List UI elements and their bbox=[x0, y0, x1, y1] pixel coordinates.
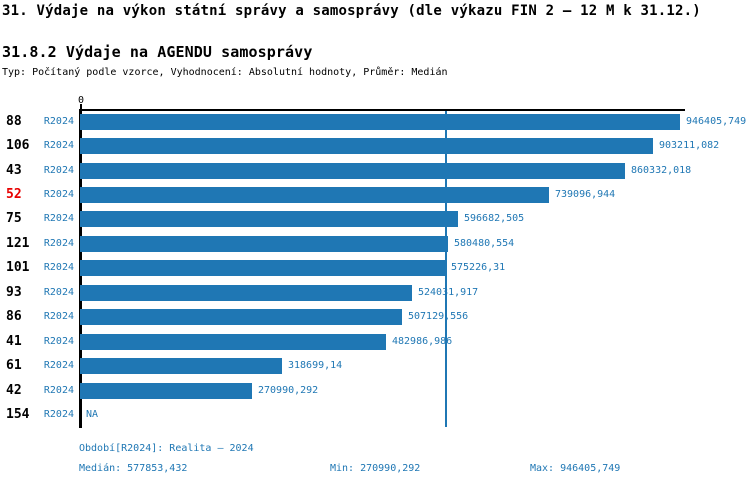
chart-row: 61 R2024 318699,14 bbox=[0, 358, 750, 374]
row-id-label: 154 bbox=[6, 407, 30, 422]
bar-value-label: 580480,554 bbox=[454, 238, 515, 249]
chart-row: 75 R2024 596682,505 bbox=[0, 211, 750, 227]
row-period-label: R2024 bbox=[43, 165, 74, 176]
row-period-label: R2024 bbox=[43, 409, 74, 420]
row-period-label: R2024 bbox=[43, 262, 74, 273]
footer-median-label: Medián: 577853,432 bbox=[79, 463, 188, 474]
footer-period-label: Období[R2024]: Realita – 2024 bbox=[79, 443, 254, 454]
chart-row: 86 R2024 507129,556 bbox=[0, 309, 750, 325]
row-id-label: 88 bbox=[6, 114, 22, 129]
row-id-label: 93 bbox=[6, 285, 22, 300]
x-axis-zero-tick-label: 0 bbox=[77, 95, 85, 106]
row-id-label: 86 bbox=[6, 309, 22, 324]
bar-value-label: 739096,944 bbox=[555, 189, 616, 200]
chart-subtitle: 31.8.2 Výdaje na AGENDU samosprávy bbox=[2, 43, 313, 61]
chart-row: 106 R2024 903211,082 bbox=[0, 138, 750, 154]
bar bbox=[80, 211, 458, 227]
bar bbox=[80, 383, 252, 399]
row-id-label: 52 bbox=[6, 187, 22, 202]
bar-value-label: 507129,556 bbox=[408, 311, 469, 322]
row-id-label: 42 bbox=[6, 383, 22, 398]
row-period-label: R2024 bbox=[43, 116, 74, 127]
bar-value-label: 860332,018 bbox=[631, 165, 692, 176]
chart-row: 43 R2024 860332,018 bbox=[0, 163, 750, 179]
bar bbox=[80, 358, 282, 374]
bar-value-label: 270990,292 bbox=[258, 385, 319, 396]
row-period-label: R2024 bbox=[43, 213, 74, 224]
bar-value-label: 903211,082 bbox=[659, 140, 720, 151]
row-period-label: R2024 bbox=[43, 336, 74, 347]
bar bbox=[80, 138, 653, 154]
bar bbox=[80, 114, 680, 130]
row-period-label: R2024 bbox=[43, 287, 74, 298]
chart-row: 42 R2024 270990,292 bbox=[0, 383, 750, 399]
footer-min-label: Min: 270990,292 bbox=[330, 463, 421, 474]
chart-row: 52 R2024 739096,944 bbox=[0, 187, 750, 203]
chart-row: 93 R2024 524031,917 bbox=[0, 285, 750, 301]
bar bbox=[80, 187, 549, 203]
row-id-label: 101 bbox=[6, 260, 30, 275]
bar-value-label: 596682,505 bbox=[464, 213, 525, 224]
page-title: 31. Výdaje na výkon státní správy a samo… bbox=[2, 3, 701, 19]
x-axis-line bbox=[79, 109, 685, 111]
bar-value-label: NA bbox=[86, 409, 99, 420]
chart-meta-line: Typ: Počítaný podle vzorce, Vyhodnocení:… bbox=[2, 67, 448, 78]
row-id-label: 75 bbox=[6, 211, 22, 226]
x-axis-zero-tick bbox=[80, 104, 82, 110]
bar bbox=[80, 163, 625, 179]
chart-row: 121 R2024 580480,554 bbox=[0, 236, 750, 252]
bar bbox=[80, 236, 448, 252]
bar bbox=[80, 334, 386, 350]
row-id-label: 41 bbox=[6, 334, 22, 349]
row-period-label: R2024 bbox=[43, 385, 74, 396]
bar-value-label: 482986,986 bbox=[392, 336, 453, 347]
row-period-label: R2024 bbox=[43, 360, 74, 371]
row-period-label: R2024 bbox=[43, 238, 74, 249]
row-id-label: 106 bbox=[6, 138, 30, 153]
chart-row: 88 R2024 946405,749 bbox=[0, 114, 750, 130]
bar-value-label: 575226,31 bbox=[451, 262, 506, 273]
footer-max-label: Max: 946405,749 bbox=[530, 463, 621, 474]
chart-row: 41 R2024 482986,986 bbox=[0, 334, 750, 350]
bar bbox=[80, 260, 445, 276]
bar-value-label: 318699,14 bbox=[288, 360, 343, 371]
bar bbox=[80, 285, 412, 301]
row-id-label: 43 bbox=[6, 163, 22, 178]
row-period-label: R2024 bbox=[43, 189, 74, 200]
row-period-label: R2024 bbox=[43, 140, 74, 151]
median-line bbox=[445, 111, 447, 427]
bar bbox=[80, 309, 402, 325]
bar-value-label: 524031,917 bbox=[418, 287, 479, 298]
bar-value-label: 946405,749 bbox=[686, 116, 747, 127]
chart-row: 154 R2024 NA bbox=[0, 407, 750, 423]
chart-row: 101 R2024 575226,31 bbox=[0, 260, 750, 276]
row-period-label: R2024 bbox=[43, 311, 74, 322]
row-id-label: 121 bbox=[6, 236, 30, 251]
row-id-label: 61 bbox=[6, 358, 22, 373]
